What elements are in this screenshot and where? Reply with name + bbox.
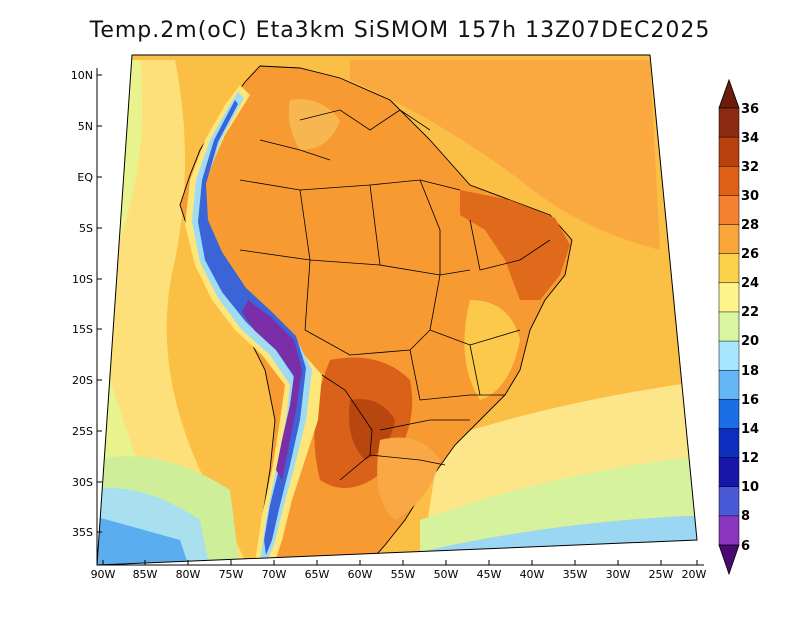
colorbar-bottom-arrow bbox=[718, 544, 740, 576]
colorbar-swatch bbox=[718, 166, 740, 197]
map-title: Temp.2m(oC) Eta3km SiSMOM 157h 13Z07DEC2… bbox=[89, 18, 711, 43]
lon-label: 60W bbox=[348, 568, 373, 581]
colorbar-swatch bbox=[718, 282, 740, 313]
equatorial-atlantic-warm bbox=[350, 60, 660, 250]
lon-label: 30W bbox=[606, 568, 631, 581]
colorbar-top-arrow bbox=[718, 78, 740, 109]
colorbar-swatch bbox=[718, 369, 740, 401]
colorbar-label: 24 bbox=[741, 276, 759, 291]
colorbar-label: 30 bbox=[741, 189, 759, 204]
colorbar-swatch bbox=[718, 515, 740, 546]
colorbar-swatch bbox=[718, 428, 740, 459]
map-domain-frame bbox=[96, 54, 698, 566]
border-line bbox=[299, 109, 431, 131]
border-line bbox=[429, 274, 521, 346]
lon-label: 85W bbox=[133, 568, 158, 581]
border-line bbox=[419, 179, 441, 275]
colorbar-label: 20 bbox=[741, 334, 759, 349]
border-line bbox=[239, 249, 381, 266]
colorbar-label: 22 bbox=[741, 305, 759, 320]
border-line bbox=[259, 139, 331, 161]
lon-label: 70W bbox=[262, 568, 287, 581]
border-line bbox=[369, 184, 471, 276]
colorbar-label: 10 bbox=[741, 480, 759, 495]
longitude-axis: 90W 85W 80W 75W 70W 65W 60W 55W 50W 45W … bbox=[91, 560, 707, 581]
lat-label: 10N bbox=[71, 69, 93, 82]
lon-label: 25W bbox=[649, 568, 674, 581]
lat-label: 35S bbox=[72, 526, 93, 539]
south-brazil-warm bbox=[377, 437, 440, 520]
colorbar-label: 34 bbox=[741, 131, 759, 146]
colorbar-swatch bbox=[718, 457, 740, 488]
lon-label: 90W bbox=[91, 568, 116, 581]
colorbar-swatch bbox=[718, 195, 740, 226]
colorbar-label: 8 bbox=[741, 509, 750, 524]
colorbar-swatch bbox=[718, 136, 740, 168]
colorbar-swatch bbox=[718, 340, 740, 371]
lon-label: 50W bbox=[434, 568, 459, 581]
south-colder-band bbox=[97, 515, 190, 565]
temperature-field bbox=[97, 55, 697, 565]
colorbar-swatch bbox=[718, 253, 740, 284]
colorbar-swatch bbox=[718, 224, 740, 255]
border-line bbox=[321, 374, 373, 481]
colorbar-labels: 36 34 32 30 28 26 24 22 20 18 16 14 12 1… bbox=[741, 102, 759, 554]
border-line bbox=[304, 329, 431, 356]
northeast-hot-region bbox=[460, 190, 570, 300]
southeast-mild-area bbox=[464, 300, 520, 400]
border-line bbox=[469, 344, 481, 396]
lon-label: 80W bbox=[176, 568, 201, 581]
colorbar-label: 18 bbox=[741, 364, 759, 379]
altiplano-coldest-core bbox=[242, 300, 302, 480]
colorbar-swatch bbox=[718, 486, 740, 517]
border-line bbox=[369, 454, 446, 466]
andes-cold-band bbox=[198, 100, 306, 555]
border-line bbox=[409, 349, 505, 401]
colorbar-label: 36 bbox=[741, 102, 759, 117]
colorbar-label: 32 bbox=[741, 160, 759, 175]
colorbar-label: 28 bbox=[741, 218, 759, 233]
colorbar-label: 12 bbox=[741, 451, 759, 466]
guiana-mild-area bbox=[288, 99, 340, 150]
colorbar-label: 16 bbox=[741, 393, 759, 408]
political-borders bbox=[239, 109, 551, 481]
lat-label: 5N bbox=[78, 120, 93, 133]
colorbar-label: 14 bbox=[741, 422, 759, 437]
border-line bbox=[379, 419, 470, 431]
colorbar: 36 34 32 30 28 26 24 22 20 18 16 14 12 1… bbox=[718, 78, 759, 576]
colorbar-swatches bbox=[718, 107, 740, 546]
lat-label: 10S bbox=[72, 273, 93, 286]
lat-label: 30S bbox=[72, 476, 93, 489]
colorbar-label: 6 bbox=[741, 539, 750, 554]
lon-label: 35W bbox=[563, 568, 588, 581]
colorbar-swatch bbox=[718, 107, 740, 138]
lon-label: 55W bbox=[391, 568, 416, 581]
lat-label: EQ bbox=[77, 171, 93, 184]
colorbar-swatch bbox=[718, 399, 740, 430]
lat-label: 5S bbox=[79, 222, 93, 235]
colorbar-swatch bbox=[718, 311, 740, 342]
lat-label: 20S bbox=[72, 374, 93, 387]
lon-label: 40W bbox=[520, 568, 545, 581]
lon-label: 45W bbox=[477, 568, 502, 581]
lat-label: 15S bbox=[72, 323, 93, 336]
latitude-axis: 10N 5N EQ 5S 10S 15S 20S 25S 30S 35S bbox=[71, 69, 102, 539]
colorbar-label: 26 bbox=[741, 247, 759, 262]
lon-label: 75W bbox=[219, 568, 244, 581]
lon-label: 20W bbox=[682, 568, 707, 581]
lat-label: 25S bbox=[72, 425, 93, 438]
border-line bbox=[469, 219, 551, 271]
lon-label: 65W bbox=[305, 568, 330, 581]
